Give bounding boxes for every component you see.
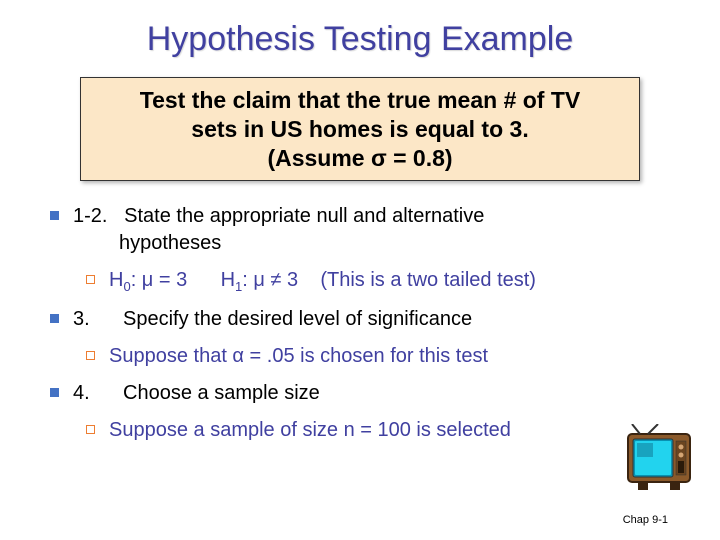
bullet-3: 4. Choose a sample size xyxy=(50,380,630,407)
sub-bullet-1-text: H0: μ = 3 H1: μ ≠ 3 (This is a two taile… xyxy=(109,267,536,296)
claim-line-3: (Assume σ = 0.8) xyxy=(95,144,625,173)
sub-bullet-icon xyxy=(86,275,95,284)
sub-bullet-3-text: Suppose a sample of size n = 100 is sele… xyxy=(109,417,511,444)
bullet-2-text: 3. Specify the desired level of signific… xyxy=(73,306,472,333)
sub-bullet-3: Suppose a sample of size n = 100 is sele… xyxy=(86,417,630,444)
bullet-1: 1-2. State the appropriate null and alte… xyxy=(50,203,630,257)
claim-line-1: Test the claim that the true mean # of T… xyxy=(95,86,625,115)
claim-line-2: sets in US homes is equal to 3. xyxy=(95,115,625,144)
tv-icon xyxy=(620,424,698,496)
claim-box: Test the claim that the true mean # of T… xyxy=(80,77,640,181)
bullet-1-text: 1-2. State the appropriate null and alte… xyxy=(73,203,484,257)
sub-bullet-icon xyxy=(86,351,95,360)
bullet-2: 3. Specify the desired level of signific… xyxy=(50,306,630,333)
bullet-square-icon xyxy=(50,314,59,323)
sub-bullet-1: H0: μ = 3 H1: μ ≠ 3 (This is a two taile… xyxy=(86,267,630,296)
bullet-square-icon xyxy=(50,211,59,220)
slide-footer: Chap 9-1 xyxy=(623,514,668,526)
sub-bullet-2-text: Suppose that α = .05 is chosen for this … xyxy=(109,343,488,370)
sub-bullet-2: Suppose that α = .05 is chosen for this … xyxy=(86,343,630,370)
slide-title: Hypothesis Testing Example xyxy=(0,0,720,59)
bullet-3-text: 4. Choose a sample size xyxy=(73,380,320,407)
content-area: 1-2. State the appropriate null and alte… xyxy=(50,203,630,444)
bullet-square-icon xyxy=(50,388,59,397)
sub-bullet-icon xyxy=(86,425,95,434)
